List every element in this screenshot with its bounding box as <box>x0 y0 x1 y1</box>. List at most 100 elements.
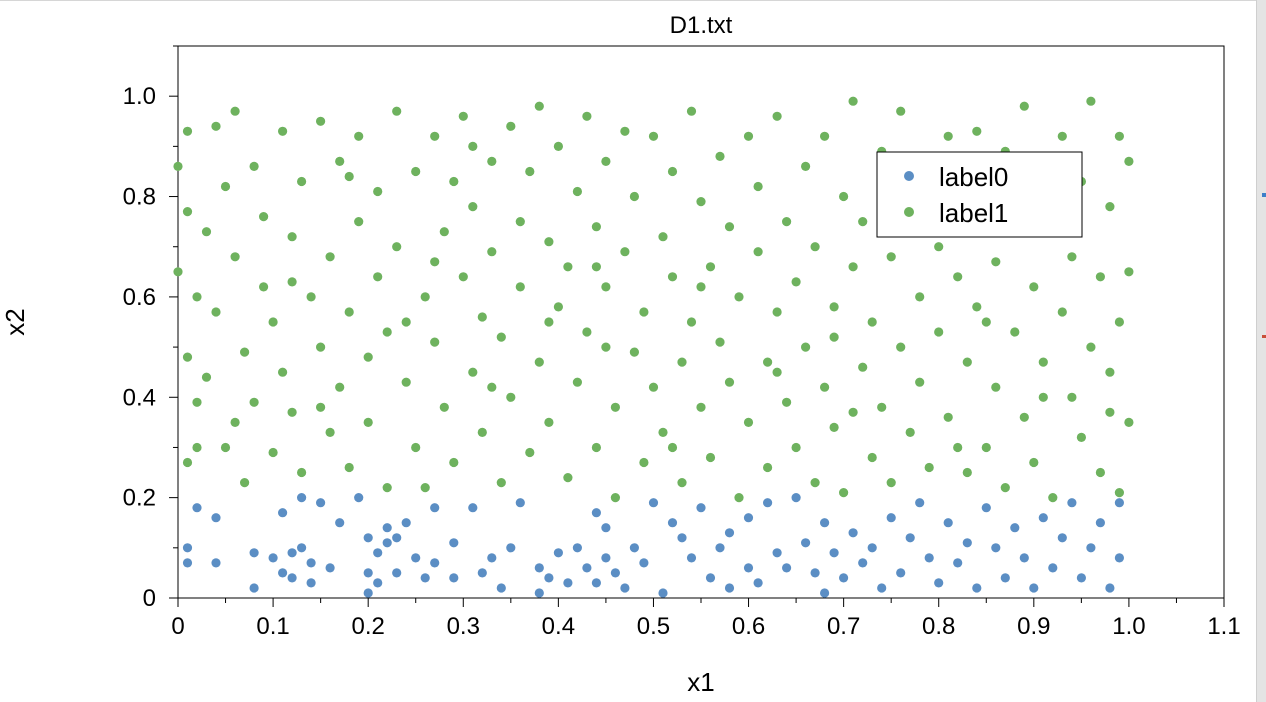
scatter-point-label1 <box>373 272 383 282</box>
scatter-point-label1 <box>173 267 183 277</box>
y-tick-label: 0 <box>143 585 156 612</box>
scatter-point-label0 <box>1086 543 1096 553</box>
scatter-point-label1 <box>991 257 1001 267</box>
x-tick-label: 0.4 <box>542 613 575 640</box>
x-tick-label: 0.6 <box>732 613 765 640</box>
scatter-point-label1 <box>515 282 525 292</box>
adjacent-window-mark <box>1262 193 1266 197</box>
scatter-point-label1 <box>1019 412 1029 422</box>
y-tick-label: 0.8 <box>123 184 156 211</box>
scatter-point-label1 <box>420 292 430 302</box>
scatter-point-label1 <box>801 342 811 352</box>
y-axis-label: x2 <box>0 308 30 335</box>
scatter-point-label1 <box>820 382 830 392</box>
scatter-point-label1 <box>1067 392 1077 402</box>
scatter-point-label1 <box>230 252 240 262</box>
chart-title: D1.txt <box>670 12 733 39</box>
scatter-point-label1 <box>420 483 430 493</box>
scatter-point-label0 <box>696 503 706 513</box>
scatter-point-label0 <box>1029 583 1039 593</box>
scatter-point-label1 <box>544 417 554 427</box>
scatter-point-label0 <box>820 588 830 598</box>
scatter-point-label1 <box>201 227 212 237</box>
scatter-point-label1 <box>877 402 887 412</box>
scatter-point-label1 <box>211 307 221 317</box>
y-tick-label: 0.2 <box>123 485 156 512</box>
scatter-point-label0 <box>648 498 659 508</box>
scatter-point-label1 <box>753 247 763 257</box>
scatter-point-label0 <box>306 558 316 568</box>
scatter-point-label1 <box>449 457 459 468</box>
scatter-point-label1 <box>1067 252 1077 262</box>
scatter-point-label1 <box>297 467 307 478</box>
scatter-point-label1 <box>563 473 573 483</box>
scatter-point-label1 <box>468 141 478 151</box>
scatter-point-label1 <box>249 161 259 171</box>
scatter-point-label0 <box>373 548 383 558</box>
scatter-point-label1 <box>534 357 544 367</box>
legend: label0 label1 <box>876 151 1083 238</box>
scatter-point-label0 <box>449 573 459 583</box>
scatter-point-label1 <box>591 222 602 232</box>
scatter-point-label1 <box>230 417 240 427</box>
scatter-point-label1 <box>534 101 544 111</box>
scatter-point-label1 <box>801 161 811 171</box>
scatter-point-label1 <box>430 337 440 347</box>
scatter-point-label0 <box>430 503 440 513</box>
scatter-point-label1 <box>715 337 725 347</box>
scatter-point-label0 <box>468 503 478 513</box>
scatter-point-label1 <box>392 106 402 116</box>
scatter-point-label0 <box>316 498 326 508</box>
scatter-point-label0 <box>306 578 316 588</box>
scatter-point-label1 <box>763 462 773 473</box>
axis-ticks: 0 0.1 0.2 0.3 0.4 0.5 0.6 0.7 0.8 0.9 1.0 1.1 0 0.2 0.… <box>123 45 1241 640</box>
scatter-point-label1 <box>753 181 763 192</box>
legend-box <box>876 151 1083 238</box>
scatter-point-label1 <box>582 327 592 337</box>
scatter-point-label0 <box>278 508 288 518</box>
scatter-point-label0 <box>724 583 735 593</box>
scatter-point-label0 <box>1038 513 1048 523</box>
scatter-point-label0 <box>972 583 982 593</box>
scatter-point-label1 <box>934 242 944 252</box>
scatter-point-label0 <box>506 543 516 553</box>
scatter-point-label0 <box>268 553 278 563</box>
scatter-point-label0 <box>1048 563 1058 573</box>
adjacent-window-edge <box>1256 0 1266 702</box>
scatter-point-label0 <box>915 498 925 508</box>
y-tick-label: 0.6 <box>123 284 156 311</box>
scatter-point-label0 <box>544 573 554 583</box>
scatter-point-label1 <box>696 282 706 292</box>
scatter-point-label1 <box>411 442 421 453</box>
scatter-point-label1 <box>791 442 801 453</box>
scatter-point-label1 <box>629 191 640 202</box>
scatter-point-label0 <box>801 538 811 548</box>
scatter-point-label0 <box>1114 553 1124 563</box>
scatter-point-label1 <box>496 478 506 488</box>
scatter-point-label1 <box>582 111 592 121</box>
scatter-point-label0 <box>763 498 773 508</box>
scatter-point-label0 <box>639 558 649 568</box>
x-tick-label: 1.1 <box>1207 613 1240 640</box>
x-tick-label: 0.2 <box>351 613 384 640</box>
scatter-point-label0 <box>401 518 411 528</box>
scatter-point-label1 <box>487 156 497 166</box>
scatter-point-label1 <box>991 382 1001 392</box>
scatter-point-label1 <box>1124 417 1134 427</box>
scatter-point-label1 <box>981 442 991 453</box>
data-points <box>173 96 1134 598</box>
scatter-point-label0 <box>287 548 297 558</box>
scatter-point-label1 <box>1124 267 1134 277</box>
scatter-point-label0 <box>1010 523 1020 533</box>
scatter-point-label0 <box>601 523 611 533</box>
scatter-point-label1 <box>496 332 506 342</box>
scatter-point-label1 <box>335 382 345 392</box>
scatter-point-label0 <box>182 543 193 553</box>
scatter-point-label1 <box>506 121 516 131</box>
scatter-point-label1 <box>886 252 896 262</box>
scatter-point-label1 <box>201 372 212 382</box>
scatter-point-label1 <box>601 342 611 352</box>
scatter-point-label1 <box>763 357 773 367</box>
scatter-point-label0 <box>782 563 792 573</box>
scatter-point-label1 <box>1057 131 1067 141</box>
